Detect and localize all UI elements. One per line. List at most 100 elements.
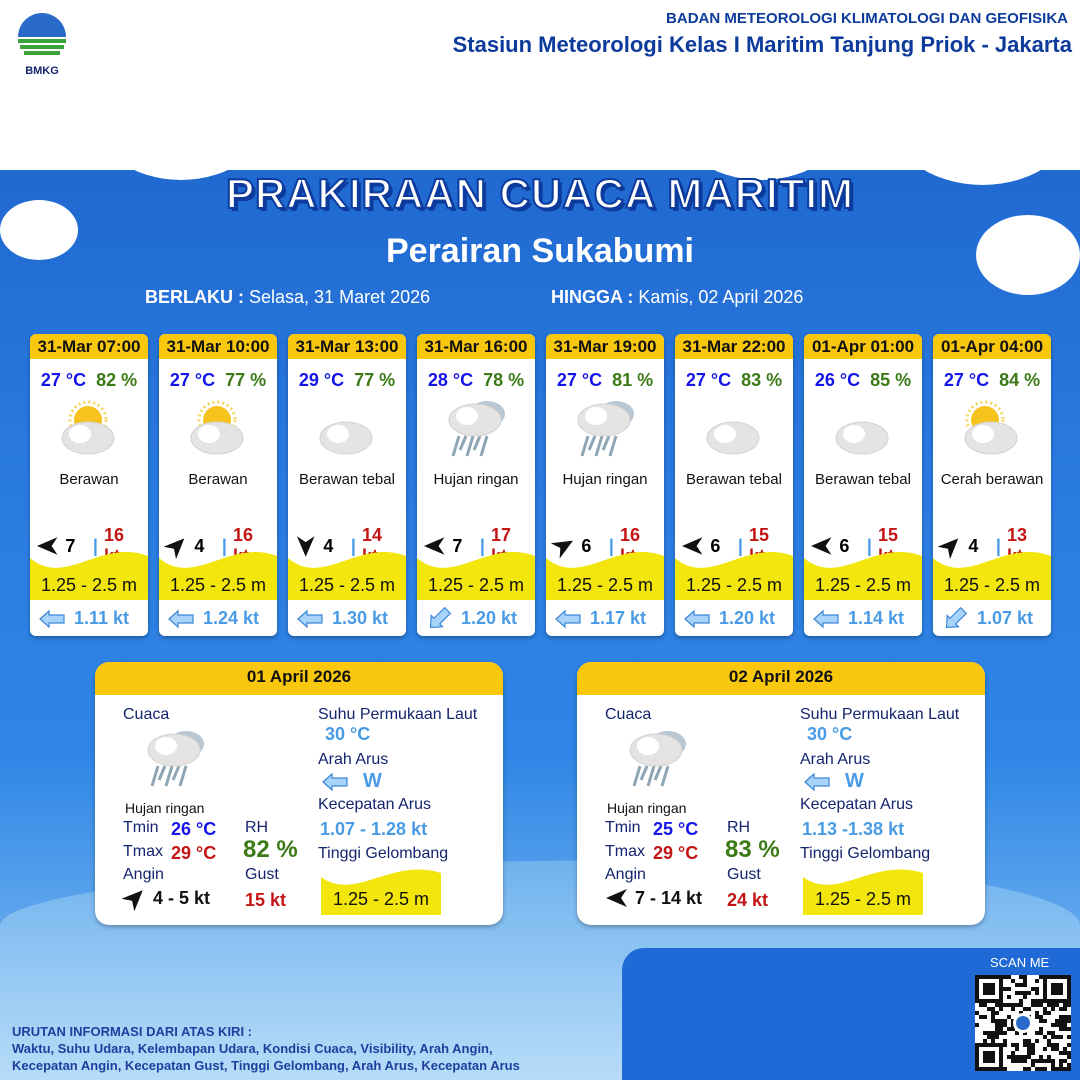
temperature: 27 °C <box>556 370 603 390</box>
current-direction-icon <box>322 772 348 791</box>
gust-value: 15 kt <box>245 890 287 910</box>
current-direction-icon <box>804 772 830 791</box>
tmin-label: Tmin <box>123 819 159 836</box>
temperature: 27 °C <box>169 370 216 390</box>
sst-label: Suhu Permukaan Laut <box>800 706 960 723</box>
valid-from: BERLAKU : Selasa, 31 Maret 2026 <box>145 287 430 308</box>
scan-label: SCAN ME <box>990 955 1050 970</box>
forecast-card: 01-Apr 04:00 27 °C 84 % Cerah berawan 4 |… <box>933 334 1051 636</box>
temp-rh: 28 °C 78 % <box>417 370 535 391</box>
wave-shape <box>933 551 1051 600</box>
wind-direction-icon <box>296 536 315 557</box>
partly-cloudy-icon <box>190 400 244 455</box>
current-direction: W <box>845 770 864 792</box>
valid-to-label: HINGGA : <box>551 287 634 307</box>
forecast-time: 31-Mar 16:00 <box>417 334 535 359</box>
current-speed: 1.20 kt <box>461 608 518 628</box>
cloud-shape <box>885 35 1080 185</box>
current-direction-icon <box>39 609 65 628</box>
info-line-2: Kecepatan Angin, Kecepatan Gust, Tinggi … <box>12 1058 520 1073</box>
wind-speed: 6 <box>839 535 850 556</box>
divider: | <box>737 535 743 556</box>
wave-height: 1.25 - 2.5 m <box>814 889 912 909</box>
divider: | <box>350 535 356 556</box>
current-speed-value: 1.07 - 1.28 kt <box>320 819 428 839</box>
forecast-time: 31-Mar 07:00 <box>30 334 148 359</box>
current-direction-icon <box>429 606 452 628</box>
wave-shape <box>546 551 664 600</box>
tmax-label: Tmax <box>605 843 645 860</box>
wind-direction-icon <box>606 889 627 907</box>
wave-height: 1.25 - 2.5 m <box>40 575 138 595</box>
temp-rh: 27 °C 81 % <box>546 370 664 391</box>
qr-code[interactable] <box>975 975 1071 1071</box>
wave-height: 1.25 - 2.5 m <box>814 575 912 595</box>
svg-text:BMKG: BMKG <box>25 65 59 77</box>
divider: | <box>608 535 614 556</box>
weather-label: Hujan ringan <box>607 800 687 816</box>
temp-rh: 27 °C 82 % <box>30 370 148 391</box>
weather-label: Berawan <box>59 471 119 488</box>
current-speed: 1.11 kt <box>74 608 130 628</box>
cloud-shape <box>976 215 1080 295</box>
bmkg-logo: BMKG <box>18 13 66 77</box>
wave-shape <box>803 869 923 915</box>
current-direction-label: Arah Arus <box>800 751 871 768</box>
current-speed: 1.30 kt <box>332 608 389 628</box>
forecast-time: 31-Mar 10:00 <box>159 334 277 359</box>
cloud-shape <box>370 35 539 165</box>
weather-label: Berawan <box>188 471 248 488</box>
sst-value: 30 °C <box>325 724 371 744</box>
forecast-time: 31-Mar 19:00 <box>546 334 664 359</box>
wind-direction-icon <box>121 890 143 912</box>
current-speed: 1.07 kt <box>977 608 1034 628</box>
current-row: 1.11 kt <box>38 608 129 629</box>
weather-label: Hujan ringan <box>562 471 648 488</box>
current-row: 1.20 kt <box>425 606 518 629</box>
wind-row: 4 - 5 kt <box>121 886 210 912</box>
rain-icon <box>448 401 505 457</box>
wind-label: Angin <box>123 866 164 883</box>
wind-speed: 7 <box>452 535 463 556</box>
current-direction-icon <box>297 609 323 628</box>
wave-height: 1.25 - 2.5 m <box>943 575 1041 595</box>
temperature: 27 °C <box>943 370 990 390</box>
forecast-time: 01-Apr 04:00 <box>933 334 1051 359</box>
temperature: 27 °C <box>685 370 732 390</box>
wind-direction-icon <box>810 537 832 555</box>
divider: | <box>995 535 1001 556</box>
wind-label: Angin <box>605 866 646 883</box>
wave-height: 1.25 - 2.5 m <box>332 889 430 909</box>
current-direction-row: W <box>803 770 864 793</box>
humidity: 84 % <box>999 370 1041 390</box>
divider: | <box>92 535 98 556</box>
daily-panel: 01 April 2026 Cuaca Hujan ringan Tmin 26 … <box>95 662 503 925</box>
wind-direction-icon <box>163 538 185 560</box>
current-row: 1.14 kt <box>812 608 904 629</box>
temp-rh: 26 °C 85 % <box>804 370 922 391</box>
current-direction-icon <box>684 609 710 628</box>
rh-label: RH <box>245 819 269 836</box>
tmax-label: Tmax <box>123 843 163 860</box>
current-speed-label: Kecepatan Arus <box>318 796 431 813</box>
cloudy-icon <box>706 421 760 455</box>
weather-label: Hujan ringan <box>433 471 519 488</box>
wave-shape <box>804 551 922 600</box>
tmax-value: 29 °C <box>171 843 217 863</box>
forecast-time: 31-Mar 13:00 <box>288 334 406 359</box>
forecast-time: 31-Mar 22:00 <box>675 334 793 359</box>
temp-rh: 27 °C 84 % <box>933 370 1051 391</box>
forecast-card: 31-Mar 10:00 27 °C 77 % Berawan 4|16 kt … <box>159 334 277 636</box>
forecast-time: 01-Apr 01:00 <box>804 334 922 359</box>
forecast-card: 31-Mar 07:00 27 °C 82 % Berawan 7|16 kt … <box>30 334 148 636</box>
humidity: 77 % <box>225 370 267 390</box>
forecast-card: 31-Mar 22:00 27 °C 83 % Berawan tebal 6 |… <box>675 334 793 636</box>
current-row: 1.17 kt <box>554 608 646 629</box>
wind-direction-icon <box>36 537 58 555</box>
gust-label: Gust <box>245 866 279 883</box>
temperature: 27 °C <box>40 370 87 390</box>
wave-shape <box>288 551 406 600</box>
current-row: 1.07 kt <box>941 606 1034 629</box>
org-name: BADAN METEOROLOGI KLIMATOLOGI DAN GEOFIS… <box>666 10 1068 27</box>
temp-rh: 29 °C 77 % <box>288 370 406 391</box>
